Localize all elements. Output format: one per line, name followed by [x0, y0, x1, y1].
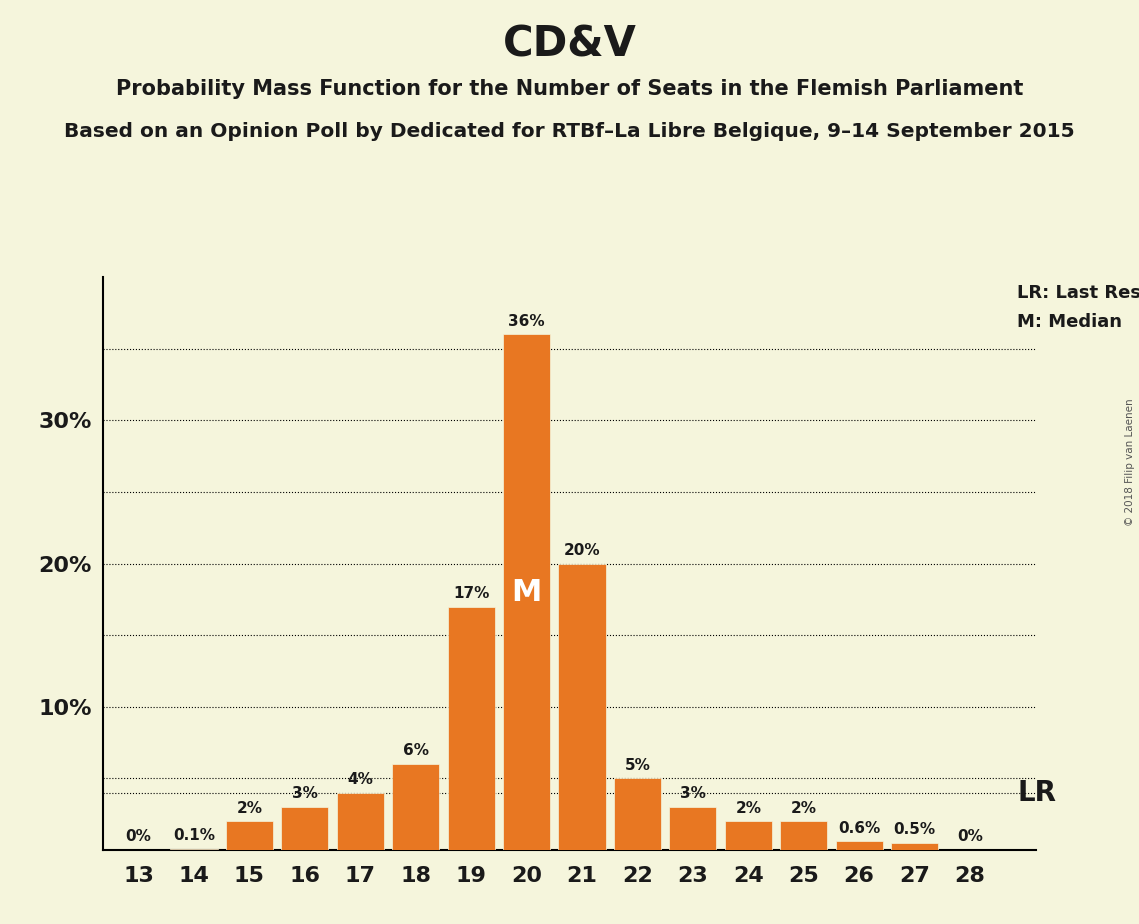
Text: 2%: 2% [736, 801, 761, 816]
Bar [614, 778, 661, 850]
Text: LR: LR [1017, 779, 1056, 807]
Text: CD&V: CD&V [502, 23, 637, 65]
Text: Based on an Opinion Poll by Dedicated for RTBf–La Libre Belgique, 9–14 September: Based on an Opinion Poll by Dedicated fo… [64, 122, 1075, 141]
Text: 5%: 5% [624, 758, 650, 772]
Bar [171, 848, 218, 850]
Bar [337, 793, 384, 850]
Bar [448, 606, 494, 850]
Bar [780, 821, 827, 850]
Bar [724, 821, 772, 850]
Bar [392, 764, 440, 850]
Text: 4%: 4% [347, 772, 374, 787]
Text: 6%: 6% [403, 744, 428, 759]
Text: 17%: 17% [453, 586, 490, 601]
Text: Probability Mass Function for the Number of Seats in the Flemish Parliament: Probability Mass Function for the Number… [116, 79, 1023, 99]
Text: 0.5%: 0.5% [893, 822, 935, 837]
Text: M: M [511, 578, 542, 607]
Bar [891, 843, 939, 850]
Bar [226, 821, 273, 850]
Text: 2%: 2% [237, 801, 262, 816]
Bar [503, 334, 550, 850]
Text: M: Median: M: Median [1017, 313, 1122, 331]
Text: 20%: 20% [564, 543, 600, 558]
Text: 0.6%: 0.6% [838, 821, 880, 835]
Bar [281, 808, 328, 850]
Text: 3%: 3% [680, 786, 706, 801]
Bar [836, 842, 883, 850]
Bar [670, 808, 716, 850]
Text: 0.1%: 0.1% [173, 828, 215, 843]
Text: 36%: 36% [508, 314, 544, 329]
Text: 3%: 3% [292, 786, 318, 801]
Bar [558, 564, 606, 850]
Text: LR: Last Result: LR: Last Result [1017, 285, 1139, 302]
Text: 0%: 0% [125, 830, 151, 845]
Text: 2%: 2% [790, 801, 817, 816]
Text: 0%: 0% [957, 830, 983, 845]
Text: © 2018 Filip van Laenen: © 2018 Filip van Laenen [1125, 398, 1134, 526]
